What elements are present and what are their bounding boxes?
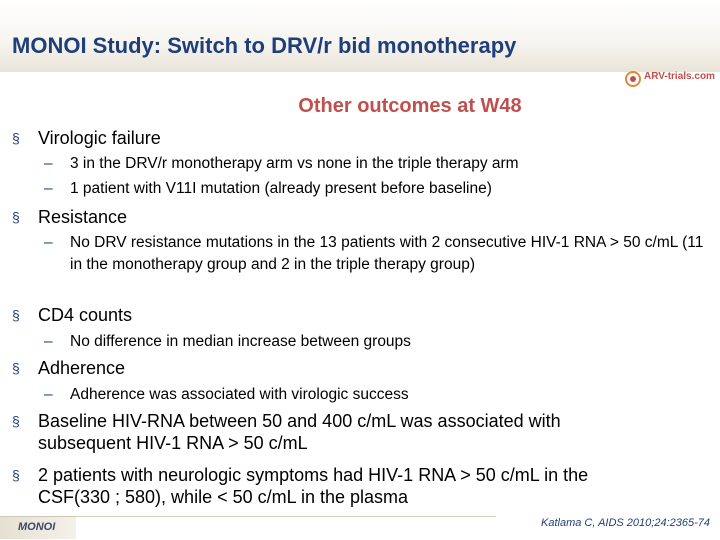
- logo-text: ARV-trials.com: [644, 71, 715, 82]
- dash-marker: –: [44, 155, 53, 172]
- slide-subtitle: Other outcomes at W48: [0, 95, 720, 118]
- sub-bullet-item: – 3 in the DRV/r monotherapy arm vs none…: [44, 153, 694, 175]
- citation: Katlama C, AIDS 2010;24:2365-74: [541, 517, 710, 529]
- bullet-marker: §: [12, 360, 20, 376]
- arv-trials-logo: ARV-trials.com: [624, 70, 715, 88]
- dash-marker: –: [44, 333, 53, 350]
- sub-bullet-text: 3 in the DRV/r monotherapy arm vs none i…: [70, 155, 519, 172]
- footer-study-tag: MONOI: [0, 516, 76, 539]
- subtitle-text: Other outcomes at W48: [298, 95, 522, 117]
- bullet-marker: §: [12, 130, 20, 146]
- bullet-text: CD4 counts: [38, 305, 133, 325]
- bullet-text: Baseline HIV-RNA between 50 and 400 c/mL…: [38, 411, 561, 453]
- bullet-item: § Virologic failure: [12, 127, 692, 149]
- bullet-item: § Adherence: [12, 357, 692, 379]
- bullet-item: § Baseline HIV-RNA between 50 and 400 c/…: [12, 410, 652, 454]
- sub-bullet-item: – 1 patient with V11I mutation (already …: [44, 178, 694, 200]
- bullet-marker: §: [12, 209, 20, 225]
- sub-bullet-text: 1 patient with V11I mutation (already pr…: [70, 180, 492, 197]
- bullet-marker: §: [12, 413, 20, 429]
- title-bar: MONOI Study: Switch to DRV/r bid monothe…: [0, 0, 720, 72]
- slide-title: MONOI Study: Switch to DRV/r bid monothe…: [12, 33, 517, 58]
- study-tag-text: MONOI: [18, 521, 56, 533]
- bullet-marker: §: [12, 307, 20, 323]
- logo-swirl-icon: [625, 71, 641, 87]
- sub-bullet-item: – No difference in median increase betwe…: [44, 331, 694, 353]
- footer-divider: [76, 516, 496, 517]
- sub-bullet-text: No difference in median increase between…: [70, 333, 411, 350]
- sub-bullet-text: No DRV resistance mutations in the 13 pa…: [70, 234, 704, 273]
- bullet-text: Resistance: [38, 207, 128, 227]
- bullet-marker: §: [12, 467, 20, 483]
- bullet-text: 2 patients with neurologic symptoms had …: [38, 465, 589, 507]
- dash-marker: –: [44, 234, 53, 251]
- dash-marker: –: [44, 386, 53, 403]
- sub-bullet-item: – No DRV resistance mutations in the 13 …: [44, 232, 704, 276]
- bullet-text: Adherence: [38, 358, 126, 378]
- bullet-item: § 2 patients with neurologic symptoms ha…: [12, 464, 662, 508]
- dash-marker: –: [44, 180, 53, 197]
- bullet-item: § Resistance: [12, 206, 692, 228]
- sub-bullet-item: – Adherence was associated with virologi…: [44, 384, 694, 406]
- sub-bullet-text: Adherence was associated with virologic …: [70, 386, 409, 403]
- bullet-text: Virologic failure: [38, 128, 161, 148]
- bullet-item: § CD4 counts: [12, 304, 692, 326]
